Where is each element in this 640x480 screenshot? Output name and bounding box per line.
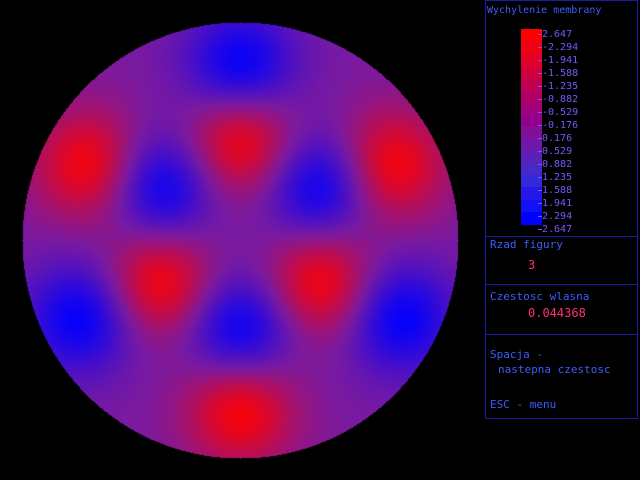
legend-swatch [521,199,542,213]
legend-swatch [521,102,542,115]
hint-space-line2: nastepna czestosc [498,363,611,376]
legend-label: -0.176 [542,120,579,131]
legend-swatch [521,77,542,91]
legend-swatch [521,187,542,201]
hint-space-line1: Spacja - [490,348,543,361]
freq-value: 0.044368 [528,306,586,320]
legend-label: -1.588 [542,68,579,79]
divider [486,334,637,335]
legend-tick [538,203,542,204]
legend-swatch [521,138,542,152]
freq-label: Czestosc wlasna [490,290,590,303]
legend-label: 1.588 [542,185,573,196]
legend-tick [538,177,542,178]
legend-tick [538,112,542,113]
legend-tick [538,216,542,217]
hint-esc: ESC - menu [490,398,557,411]
legend-label: 0.882 [542,159,573,170]
legend-tick [538,34,542,35]
legend-tick [538,190,542,191]
legend-swatch [521,163,542,176]
legend-swatch [521,114,542,127]
legend-label: 2.647 [542,29,573,40]
order-value: 3 [528,258,536,272]
legend-swatch [521,211,542,225]
color-scale-bar [521,29,542,225]
legend-label: -1.235 [542,81,579,92]
order-label: Rzad figury [490,238,563,251]
legend-tick [538,86,542,87]
divider [486,236,637,237]
divider [486,284,637,285]
legend-tick [538,125,542,126]
legend-tick [538,151,542,152]
legend-swatch [521,65,542,79]
legend-tick [538,138,542,139]
legend-label: -2.294 [542,42,579,53]
legend-swatch [521,175,542,188]
legend-label: 2.294 [542,211,573,222]
legend-label: 0.529 [542,146,573,157]
info-panel: Wychylenie membrany 2.647 -2.294 -1.941 -1.… [485,0,638,419]
legend-swatch [521,150,542,164]
legend-label: -1.941 [542,55,579,66]
legend-label: -0.882 [542,94,579,105]
legend-label: 1.235 [542,172,573,183]
legend-label: 1.941 [542,198,573,209]
legend-swatch [521,89,542,103]
legend-title: Wychylenie membrany [487,5,602,16]
legend-tick [538,47,542,48]
legend-swatch [521,41,542,54]
legend-label: 0.176 [542,133,573,144]
legend-swatch [521,126,542,140]
legend-label: -0.529 [542,107,579,118]
legend-tick [538,73,542,74]
legend-tick [538,60,542,61]
legend-swatch [521,29,542,42]
legend-tick [538,229,542,230]
legend-swatch [521,53,542,67]
legend-tick [538,164,542,165]
legend-tick [538,99,542,100]
legend-label: 2.647 [542,224,573,235]
